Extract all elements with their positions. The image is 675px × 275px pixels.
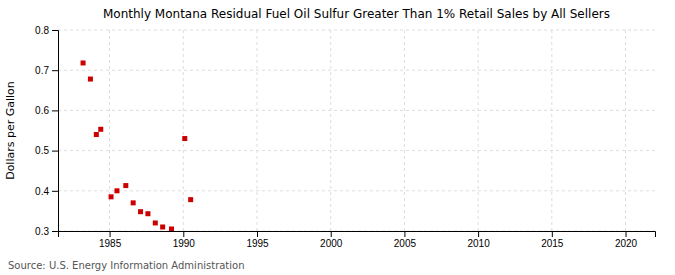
point: [188, 197, 193, 202]
point: [98, 127, 103, 132]
tick-mark: [478, 231, 479, 237]
point: [94, 132, 99, 137]
points: [81, 60, 194, 231]
grid-line: [625, 30, 626, 231]
tick-label: 0.8: [35, 25, 49, 36]
grid-line: [330, 30, 331, 231]
tick-mark: [183, 231, 184, 237]
grid-line: [551, 30, 552, 231]
point: [145, 211, 150, 216]
grid-line: [58, 110, 655, 111]
point: [114, 188, 119, 193]
tick-mark: [52, 151, 58, 152]
tick-label: 2020: [615, 238, 638, 249]
tick-label: 1995: [246, 238, 269, 249]
tick-label: 0.6: [35, 105, 49, 116]
grid-line: [478, 30, 479, 231]
tick-mark: [110, 231, 111, 237]
tick-mark: [52, 110, 58, 111]
tick: 1995: [246, 231, 269, 249]
tick: 1990: [173, 231, 196, 249]
point: [88, 77, 93, 82]
grid-line: [183, 30, 184, 231]
point: [81, 60, 86, 65]
tick-mark: [52, 231, 58, 232]
axis-line: [59, 232, 656, 238]
grid-line: [58, 30, 655, 31]
grid-line: [257, 30, 258, 231]
tick: 2020: [615, 231, 638, 249]
tick-label: 2010: [467, 238, 490, 249]
tick-mark: [52, 191, 58, 192]
tick-label: 0.4: [35, 186, 49, 197]
grid: [58, 30, 655, 231]
tick-label: 2005: [394, 238, 417, 249]
point: [182, 136, 187, 141]
x-axis: 1985 1990 1995 2000 2005 2010 2015 2020: [59, 231, 656, 249]
tick-label: 0.5: [35, 145, 49, 156]
tick-mark: [552, 231, 553, 237]
source: Source: U.S. Energy Information Administ…: [8, 260, 245, 271]
tick-label: 0.7: [35, 65, 49, 76]
grid-line: [58, 70, 655, 71]
tick-mark: [257, 231, 258, 237]
tick-label: 2015: [541, 238, 564, 249]
chart: 198519901995200020052010201520200.30.40.…: [0, 0, 675, 275]
point: [109, 194, 114, 199]
point: [169, 226, 174, 231]
tick-mark: [331, 231, 332, 237]
point: [123, 183, 128, 188]
grid-line: [109, 30, 110, 231]
point: [153, 220, 158, 225]
point: [138, 209, 143, 214]
tick-label: 2000: [320, 238, 343, 249]
tick: 0.5: [35, 145, 58, 156]
tick-label: 1990: [173, 238, 196, 249]
tick: 2005: [394, 231, 417, 249]
grid-line: [404, 30, 405, 231]
point: [160, 224, 165, 229]
y-axis-title: Dollars per Gallon: [4, 81, 17, 180]
tick-mark: [626, 231, 627, 237]
tick: 2015: [541, 231, 564, 249]
title: Monthly Montana Residual Fuel Oil Sulfur…: [103, 7, 610, 21]
tick: 0.4: [35, 186, 58, 197]
tick: 2010: [467, 231, 490, 249]
tick-mark: [52, 70, 58, 71]
axis-line: [52, 31, 59, 232]
point: [131, 200, 136, 205]
tick-label: 1985: [99, 238, 122, 249]
grid-line: [58, 150, 655, 151]
tick-mark: [52, 30, 58, 31]
tick: 2000: [320, 231, 343, 249]
tick-label: 0.3: [35, 226, 49, 237]
tick: 0.8: [35, 25, 58, 36]
grid-line: [58, 190, 655, 191]
tick: 0.7: [35, 65, 58, 76]
tick: 0.6: [35, 105, 58, 116]
tick: 1985: [99, 231, 122, 249]
tick-mark: [404, 231, 405, 237]
tick: 0.3: [35, 226, 58, 237]
plot-area: 198519901995200020052010201520200.30.40.…: [35, 25, 655, 249]
y-axis: 0.3 0.4 0.5 0.6 0.7 0.8: [35, 25, 58, 237]
